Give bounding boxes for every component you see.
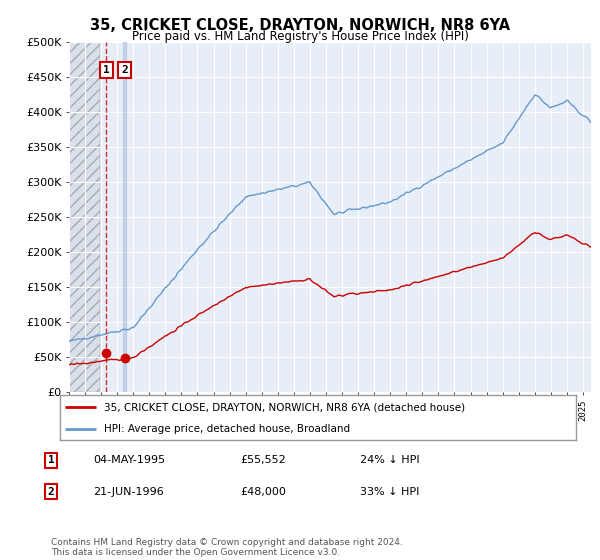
Text: 21-JUN-1996: 21-JUN-1996	[93, 487, 164, 497]
Text: 35, CRICKET CLOSE, DRAYTON, NORWICH, NR8 6YA (detached house): 35, CRICKET CLOSE, DRAYTON, NORWICH, NR8…	[104, 402, 465, 412]
Text: 2: 2	[121, 65, 128, 75]
Text: Price paid vs. HM Land Registry's House Price Index (HPI): Price paid vs. HM Land Registry's House …	[131, 30, 469, 43]
Bar	[123, 42, 126, 392]
Text: 1: 1	[47, 455, 55, 465]
Text: £48,000: £48,000	[240, 487, 286, 497]
Text: 33% ↓ HPI: 33% ↓ HPI	[360, 487, 419, 497]
Text: Contains HM Land Registry data © Crown copyright and database right 2024.
This d: Contains HM Land Registry data © Crown c…	[51, 538, 403, 557]
Text: HPI: Average price, detached house, Broadland: HPI: Average price, detached house, Broa…	[104, 424, 350, 434]
Text: 04-MAY-1995: 04-MAY-1995	[93, 455, 165, 465]
Text: 2: 2	[47, 487, 55, 497]
Text: 24% ↓ HPI: 24% ↓ HPI	[360, 455, 419, 465]
Bar	[69, 42, 100, 392]
Text: 1: 1	[103, 65, 110, 75]
Text: £55,552: £55,552	[240, 455, 286, 465]
Text: 35, CRICKET CLOSE, DRAYTON, NORWICH, NR8 6YA: 35, CRICKET CLOSE, DRAYTON, NORWICH, NR8…	[90, 18, 510, 33]
